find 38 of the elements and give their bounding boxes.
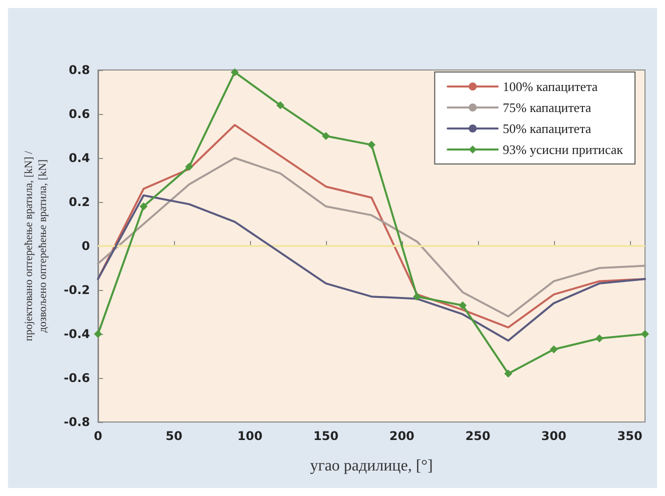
point [185, 162, 194, 171]
point [550, 345, 558, 354]
y-tick-label: 0.4 [68, 151, 90, 165]
y-tick-label: -0.8 [64, 415, 90, 429]
y-tick-label: -0.4 [64, 327, 90, 341]
legend-label: 93% усисни притисак [502, 142, 624, 157]
y-tick-label: 0.6 [68, 107, 90, 121]
point [504, 370, 512, 378]
point [641, 330, 649, 338]
legend-label: 50% капацитета [502, 121, 592, 136]
x-axis-title: угао радилице, [°] [310, 458, 433, 474]
x-tick-label: 200 [389, 429, 414, 443]
point [368, 140, 376, 149]
x-tick-label: 350 [617, 429, 642, 443]
point [230, 68, 239, 76]
point [276, 101, 284, 110]
line-series [97, 157, 646, 318]
x-tick-label: 150 [313, 429, 338, 443]
point [322, 132, 330, 140]
point [595, 334, 604, 342]
line-series [97, 194, 646, 342]
y-tick-label: 0.8 [68, 63, 90, 77]
x-tick-label: 250 [465, 429, 490, 443]
point [458, 301, 467, 310]
point [140, 202, 148, 210]
y-tick-label: 0.2 [68, 195, 90, 209]
y-tick-label: 0 [82, 239, 90, 253]
x-tick-label: 300 [541, 429, 566, 443]
x-tick-label: 50 [166, 429, 182, 443]
x-tick-label: 0 [94, 429, 102, 443]
x-tick-label: 100 [237, 429, 262, 443]
point [94, 330, 102, 338]
y-tick-label: -0.6 [64, 371, 90, 385]
point [413, 292, 422, 301]
y-axis-title: пројектовано оптерећење вратила, [kN] / дозвољено оптерећење вратила, [kN] [23, 150, 49, 342]
y-tick-label: -0.2 [64, 283, 90, 297]
legend-label: 75% капацитета [502, 100, 592, 115]
legend-label: 100% капацитета [502, 79, 598, 94]
